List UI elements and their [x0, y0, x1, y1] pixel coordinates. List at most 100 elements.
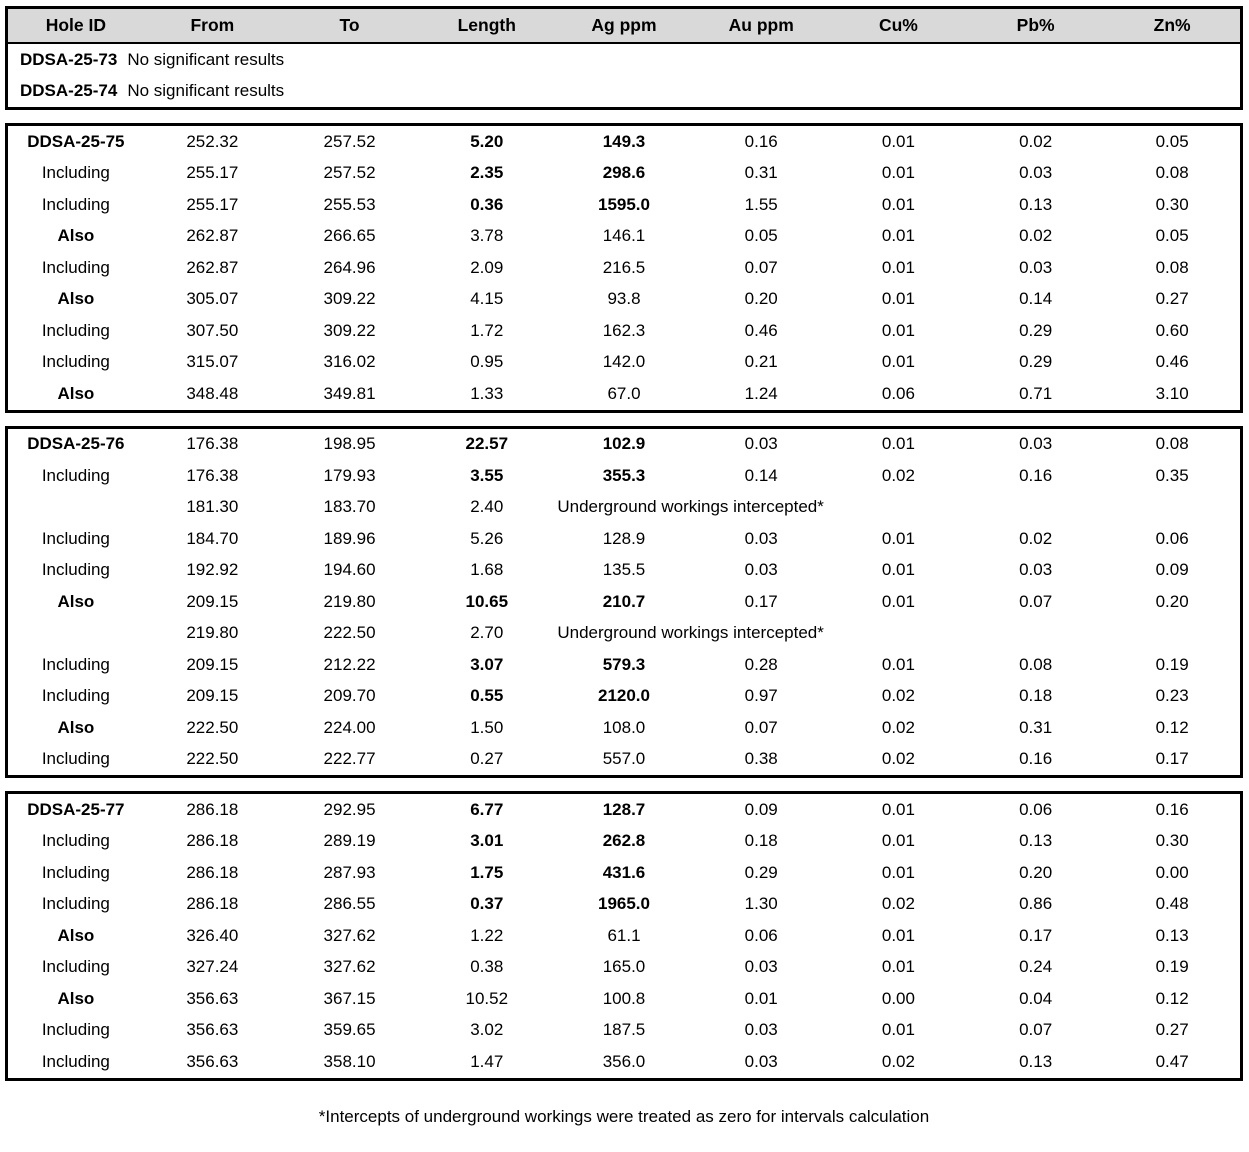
to-cell: 286.55 [323, 894, 376, 914]
hole-label-cell: Including [41, 894, 110, 914]
from-cell: 286.18 [186, 862, 239, 882]
no-result-cell: DDSA-25-73 No significant results [7, 43, 1242, 76]
ag-cell: 146.1 [602, 226, 646, 246]
column-header: Length [418, 7, 556, 44]
assay-results-table: Hole ID From To Length Ag ppm Au ppm Cu% Pb% Zn%… [5, 0, 1243, 1127]
zn-cell: 0.05 [1155, 226, 1189, 246]
au-cell: 0.07 [744, 717, 778, 737]
ag-cell: 102.9 [602, 434, 646, 454]
zn-cell: 0.30 [1155, 194, 1189, 214]
zn-cell: 0.06 [1155, 528, 1189, 548]
cu-cell: 0.02 [881, 465, 915, 485]
ag-cell: 165.0 [602, 957, 646, 977]
table-row: Including 209.15 209.70 0.55 2120.0 0.97 0.02 0… [7, 681, 1242, 713]
to-cell: 179.93 [323, 465, 376, 485]
au-cell: 0.01 [744, 988, 778, 1008]
zn-cell: 0.08 [1155, 257, 1189, 277]
pb-cell: 0.06 [1019, 799, 1053, 819]
zn-cell: 0.13 [1155, 925, 1189, 945]
zn-cell: 3.10 [1155, 383, 1189, 403]
from-cell: 222.50 [186, 717, 239, 737]
hole-label-cell: Also [57, 591, 95, 611]
from-cell: 262.87 [186, 226, 239, 246]
from-cell: 252.32 [186, 131, 239, 151]
length-cell: 5.26 [470, 528, 504, 548]
pb-cell: 0.04 [1019, 988, 1053, 1008]
cu-cell: 0.01 [881, 925, 915, 945]
ag-cell: 2120.0 [597, 686, 650, 706]
pb-cell: 0.13 [1019, 1051, 1053, 1071]
au-cell: 0.03 [744, 1020, 778, 1040]
merged-note-cell: Underground workings intercepted* [557, 623, 824, 643]
au-cell: 0.06 [744, 925, 778, 945]
cu-cell: 0.02 [881, 717, 915, 737]
hole-label-cell: Also [57, 383, 95, 403]
cu-cell: 0.01 [881, 1020, 915, 1040]
from-cell: 209.15 [186, 654, 239, 674]
pb-cell: 0.02 [1019, 226, 1053, 246]
cu-cell: 0.02 [881, 1051, 915, 1071]
cu-cell: 0.01 [881, 591, 915, 611]
to-cell: 359.65 [323, 1020, 376, 1040]
cu-cell: 0.01 [881, 226, 915, 246]
au-cell: 0.03 [744, 434, 778, 454]
pb-cell: 0.31 [1019, 717, 1053, 737]
footnote: *Intercepts of underground workings were… [318, 1106, 930, 1126]
au-cell: 0.38 [744, 749, 778, 769]
column-header: Ag ppm [555, 7, 693, 44]
pb-cell: 0.13 [1019, 831, 1053, 851]
to-cell: 212.22 [323, 654, 376, 674]
pb-cell: 0.29 [1019, 320, 1053, 340]
length-cell: 0.36 [470, 194, 504, 214]
length-cell: 2.40 [470, 497, 504, 517]
ag-cell: 431.6 [602, 862, 646, 882]
to-cell: 292.95 [323, 799, 376, 819]
ag-cell: 355.3 [602, 465, 646, 485]
table-row: Including 356.63 358.10 1.47 356.0 0.03 0.02 0.… [7, 1046, 1242, 1079]
ag-cell: 210.7 [602, 591, 646, 611]
no-result-row: DDSA-25-74 No significant results [7, 76, 1242, 109]
length-cell: 3.78 [470, 226, 504, 246]
pb-cell: 0.03 [1019, 257, 1053, 277]
from-cell: 286.18 [186, 831, 239, 851]
length-cell: 1.33 [470, 383, 504, 403]
length-cell: 1.68 [470, 560, 504, 580]
from-cell: 176.38 [186, 465, 239, 485]
zn-cell: 0.19 [1155, 957, 1189, 977]
from-cell: 315.07 [186, 352, 239, 372]
au-cell: 0.14 [744, 465, 778, 485]
hole-label-cell: Including [41, 163, 110, 183]
pb-cell: 0.14 [1019, 289, 1053, 309]
zn-cell: 0.08 [1155, 163, 1189, 183]
au-cell: 1.55 [744, 194, 778, 214]
length-cell: 3.55 [470, 465, 504, 485]
from-cell: 255.17 [186, 194, 239, 214]
from-cell: 356.63 [186, 1051, 239, 1071]
from-cell: 327.24 [186, 957, 239, 977]
cu-cell: 0.02 [881, 686, 915, 706]
table-row: Including 192.92 194.60 1.68 135.5 0.03 0.01 0.… [7, 555, 1242, 587]
au-cell: 0.17 [744, 591, 778, 611]
pb-cell: 0.08 [1019, 654, 1053, 674]
from-cell: 222.50 [186, 749, 239, 769]
pb-cell: 0.03 [1019, 434, 1053, 454]
from-cell: 262.87 [186, 257, 239, 277]
ag-cell: 128.9 [602, 528, 646, 548]
ag-cell: 61.1 [607, 925, 641, 945]
au-cell: 0.03 [744, 957, 778, 977]
pb-cell: 0.71 [1019, 383, 1053, 403]
zn-cell: 0.00 [1155, 862, 1189, 882]
from-cell: 305.07 [186, 289, 239, 309]
column-header: From [143, 7, 281, 44]
to-cell: 264.96 [323, 257, 376, 277]
zn-cell: 0.08 [1155, 434, 1189, 454]
hole-label-cell: Also [57, 717, 95, 737]
pb-cell: 0.07 [1019, 1020, 1053, 1040]
cu-cell: 0.02 [881, 749, 915, 769]
length-cell: 1.72 [470, 320, 504, 340]
pb-cell: 0.29 [1019, 352, 1053, 372]
length-cell: 3.02 [470, 1020, 504, 1040]
column-header: Au ppm [692, 7, 830, 44]
from-cell: 356.63 [186, 988, 239, 1008]
zn-cell: 0.47 [1155, 1051, 1189, 1071]
